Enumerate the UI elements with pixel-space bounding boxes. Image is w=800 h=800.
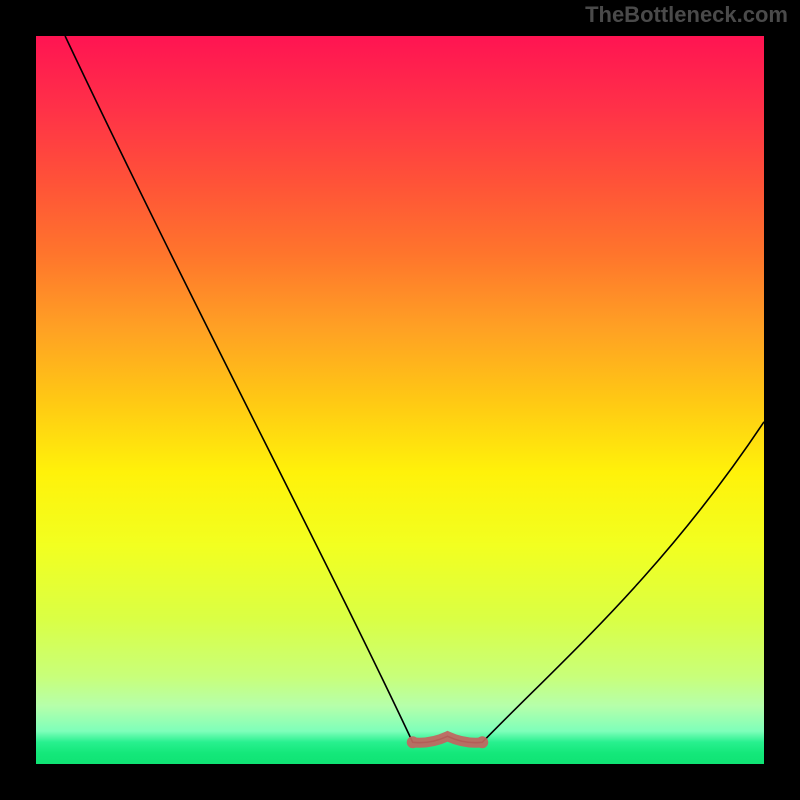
watermark-text: TheBottleneck.com [585,2,788,28]
chart-svg [36,36,764,764]
gradient-background [36,36,764,764]
plot-area [36,36,764,764]
